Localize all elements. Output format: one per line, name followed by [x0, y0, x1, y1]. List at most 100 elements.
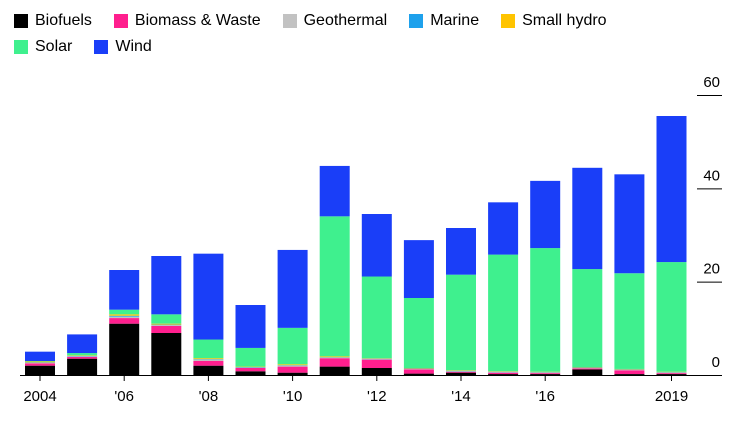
bar-geothermal-2008	[193, 359, 224, 361]
bar-wind-2014	[446, 228, 476, 275]
bar-biomass-waste-2005	[67, 356, 98, 359]
bar-wind-2012	[361, 214, 392, 277]
bar-small-hydro-2007	[151, 323, 182, 325]
bar-solar-2005	[67, 353, 98, 356]
x-tick-label-2010: '10	[283, 388, 303, 405]
bar-wind-2017	[572, 167, 603, 270]
legend-swatch-marine	[409, 14, 424, 28]
legend-swatch-biomass-waste	[113, 14, 128, 28]
legend-label-marine: Marine	[430, 12, 480, 29]
bar-biomass-waste-2013	[403, 369, 434, 374]
bar-solar-2009	[235, 347, 266, 367]
legend-row-1: Biofuels Biomass & Waste Geothermal Mari…	[14, 8, 734, 34]
bar-biomass-waste-2006	[109, 318, 140, 324]
bar-biomass-waste-2011	[319, 358, 350, 367]
legend-row-2: Solar Wind	[14, 34, 734, 60]
bar-wind-2006	[109, 270, 140, 310]
bar-solar-2016	[530, 248, 561, 372]
bar-solar-2013	[403, 298, 434, 368]
bar-wind-2010	[277, 249, 308, 328]
legend-swatch-solar	[14, 40, 28, 54]
y-tick-label-20: 20	[703, 261, 720, 278]
bar-biofuels-2007	[151, 333, 182, 375]
legend-item-small-hydro: Small hydro	[501, 12, 607, 30]
bar-wind-2005	[67, 334, 98, 354]
bar-geothermal-2010	[277, 365, 308, 367]
bar-small-hydro-2004	[25, 361, 55, 363]
bar-biomass-waste-2004	[25, 363, 55, 366]
bar-biofuels-2005	[67, 358, 98, 375]
bar-biofuels-2015	[488, 374, 519, 375]
bar-biomass-waste-2009	[235, 368, 266, 372]
y-tick-label-40: 40	[703, 167, 720, 184]
bar-biomass-waste-2012	[361, 359, 392, 368]
x-tick-label-2016: '16	[535, 388, 555, 405]
bar-biofuels-2019	[656, 374, 687, 375]
x-tick-label-2014: '14	[451, 388, 471, 405]
x-tick-label-2019: 2019	[655, 388, 688, 405]
bar-solar-2008	[193, 339, 224, 359]
bar-wind-2007	[151, 256, 182, 315]
bar-small-hydro-2010	[277, 364, 308, 366]
legend-label-biofuels: Biofuels	[35, 12, 92, 29]
bar-solar-2010	[277, 327, 308, 365]
bar-biomass-waste-2016	[530, 373, 561, 375]
legend-item-biomass-waste: Biomass & Waste	[113, 12, 261, 30]
x-tick-label-2006: '06	[114, 388, 134, 405]
bar-biofuels-2012	[361, 368, 392, 375]
bar-small-hydro-2008	[193, 358, 224, 360]
x-tick-label-2012: '12	[367, 388, 387, 405]
bar-solar-2007	[151, 314, 182, 324]
bar-biofuels-2006	[109, 323, 140, 375]
legend-item-marine: Marine	[409, 12, 479, 30]
bar-solar-2012	[361, 276, 392, 359]
bar-solar-2011	[319, 216, 350, 357]
bar-biomass-waste-2015	[488, 372, 519, 375]
legend-label-biomass-waste: Biomass & Waste	[134, 12, 261, 29]
bar-biofuels-2010	[277, 372, 308, 375]
legend-label-small-hydro: Small hydro	[522, 12, 607, 29]
y-tick-label-60: 60	[703, 74, 720, 91]
bar-wind-2018	[614, 174, 645, 274]
bar-biomass-waste-2014	[446, 371, 476, 373]
bar-biomass-waste-2017	[572, 368, 603, 370]
bar-small-hydro-2011	[319, 356, 350, 358]
legend-item-solar: Solar	[14, 38, 72, 56]
bar-wind-2016	[530, 180, 561, 249]
y-tick-label-0: 0	[712, 354, 720, 371]
bar-solar-2006	[109, 309, 140, 315]
legend-label-geothermal: Geothermal	[303, 12, 388, 29]
bar-biofuels-2016	[530, 374, 561, 375]
bar-biomass-waste-2019	[656, 373, 687, 375]
legend-label-wind: Wind	[115, 38, 152, 55]
x-tick-label-2008: '08	[199, 388, 219, 405]
bar-biofuels-2009	[235, 371, 266, 375]
legend-label-solar: Solar	[35, 38, 73, 55]
legend-item-wind: Wind	[94, 38, 152, 56]
bar-biomass-waste-2007	[151, 326, 182, 333]
x-tick-label-2004: 2004	[23, 388, 56, 405]
legend-item-biofuels: Biofuels	[14, 12, 92, 30]
legend-item-geothermal: Geothermal	[282, 12, 388, 30]
bar-solar-2019	[656, 262, 687, 372]
bar-biomass-waste-2008	[193, 361, 224, 366]
bar-small-hydro-2006	[109, 314, 140, 316]
bar-marine-2006	[109, 315, 140, 317]
bar-wind-2008	[193, 253, 224, 340]
legend-swatch-small-hydro	[501, 14, 516, 28]
bar-wind-2015	[488, 202, 519, 255]
bar-biofuels-2004	[25, 365, 55, 375]
bar-wind-2011	[319, 165, 350, 217]
bar-solar-2014	[446, 274, 476, 371]
bar-geothermal-2006	[109, 316, 140, 319]
legend-swatch-geothermal	[282, 14, 297, 28]
bar-biofuels-2014	[446, 372, 476, 375]
bar-wind-2009	[235, 305, 266, 348]
bar-biomass-waste-2018	[614, 370, 645, 375]
bar-wind-2004	[25, 351, 55, 361]
bar-solar-2018	[614, 273, 645, 369]
bar-biofuels-2017	[572, 369, 603, 375]
bar-biomass-waste-2010	[277, 366, 308, 373]
